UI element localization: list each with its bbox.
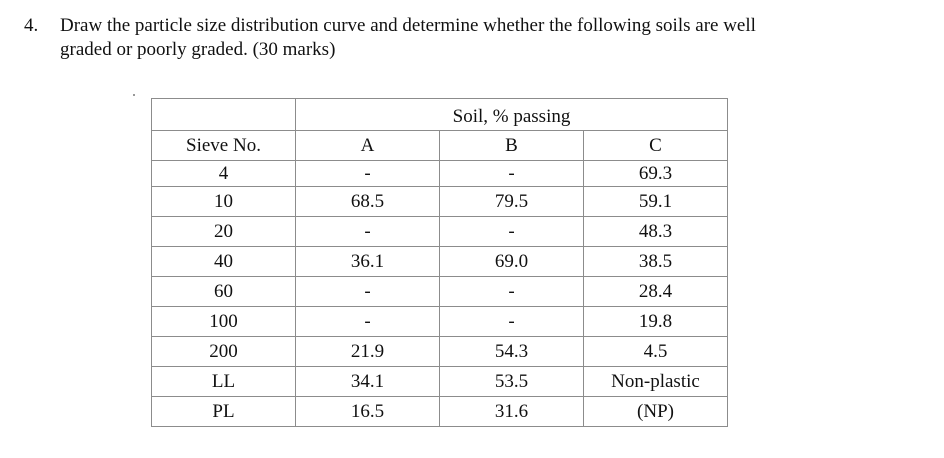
table-cell: 68.5 — [295, 186, 440, 217]
table-cell: 16.5 — [295, 396, 440, 427]
table-cell: - — [439, 160, 584, 187]
table-cell: 38.5 — [583, 246, 728, 277]
question-text: 4. Draw the particle size distribution cu… — [24, 14, 924, 62]
table-cell: 20 — [151, 216, 296, 247]
table-row: 200 21.9 54.3 4.5 — [151, 336, 728, 367]
table-cell: 31.6 — [439, 396, 584, 427]
table-cell: 40 — [151, 246, 296, 277]
soil-table: Soil, % passing Sieve No. A B C 4 - - 69… — [151, 98, 728, 427]
table-group-header: Soil, % passing — [295, 98, 728, 131]
table-cell: 4.5 — [583, 336, 728, 367]
question-number: 4. — [24, 15, 39, 36]
table-cell: 59.1 — [583, 186, 728, 217]
table-cell: 4 — [151, 160, 296, 187]
table-cell: (NP) — [583, 396, 728, 427]
question-line-1: Draw the particle size distribution curv… — [60, 15, 756, 36]
table-group-header-row: Soil, % passing — [151, 98, 728, 131]
table-header-row: Sieve No. A B C — [151, 130, 728, 161]
question-line-2: graded or poorly graded. (30 marks) — [60, 39, 336, 60]
table-cell: 60 — [151, 276, 296, 307]
soil-table-container: Soil, % passing Sieve No. A B C 4 - - 69… — [151, 98, 728, 427]
table-cell: 200 — [151, 336, 296, 367]
table-cell: - — [295, 276, 440, 307]
table-row: 4 - - 69.3 — [151, 160, 728, 187]
table-cell: - — [295, 160, 440, 187]
table-cell: 10 — [151, 186, 296, 217]
stray-mark — [133, 94, 135, 96]
table-header-a: A — [295, 130, 440, 161]
table-cell: 36.1 — [295, 246, 440, 277]
table-header-c: C — [583, 130, 728, 161]
table-row: 10 68.5 79.5 59.1 — [151, 186, 728, 217]
table-cell: - — [295, 306, 440, 337]
table-header-blank — [151, 98, 296, 131]
table-row: 40 36.1 69.0 38.5 — [151, 246, 728, 277]
table-cell: 48.3 — [583, 216, 728, 247]
table-cell: 54.3 — [439, 336, 584, 367]
table-cell: 100 — [151, 306, 296, 337]
table-cell: 19.8 — [583, 306, 728, 337]
table-row: 20 - - 48.3 — [151, 216, 728, 247]
table-cell: 34.1 — [295, 366, 440, 397]
table-row: LL 34.1 53.5 Non-plastic — [151, 366, 728, 397]
table-cell: - — [439, 276, 584, 307]
table-cell: 69.0 — [439, 246, 584, 277]
table-cell: PL — [151, 396, 296, 427]
table-cell: 28.4 — [583, 276, 728, 307]
table-cell: - — [439, 216, 584, 247]
table-row: 100 - - 19.8 — [151, 306, 728, 337]
table-cell: LL — [151, 366, 296, 397]
table-cell: 53.5 — [439, 366, 584, 397]
table-cell: - — [295, 216, 440, 247]
table-cell: 69.3 — [583, 160, 728, 187]
table-header-sieve: Sieve No. — [151, 130, 296, 161]
table-row: PL 16.5 31.6 (NP) — [151, 396, 728, 427]
table-row: 60 - - 28.4 — [151, 276, 728, 307]
table-cell: 21.9 — [295, 336, 440, 367]
table-cell: Non-plastic — [583, 366, 728, 397]
table-cell: 79.5 — [439, 186, 584, 217]
table-cell: - — [439, 306, 584, 337]
table-header-b: B — [439, 130, 584, 161]
